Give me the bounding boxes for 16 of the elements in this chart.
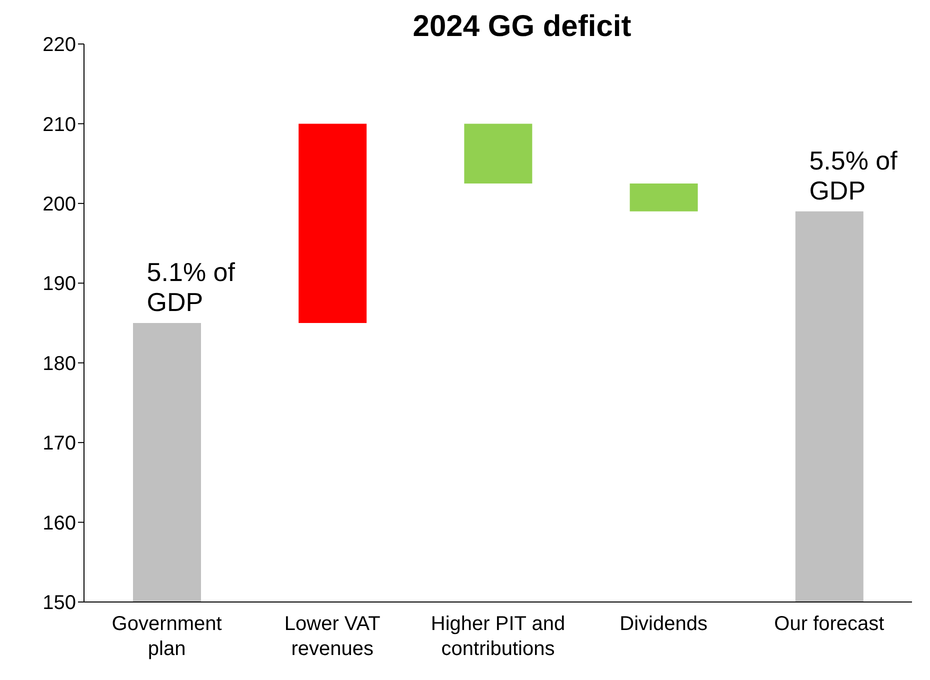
x-tick-label: Lower VAT revenues (284, 613, 380, 660)
annotation: 5.1% of GDP (146, 257, 236, 317)
y-tick-label: 210 (42, 114, 76, 136)
x-tick-label: Government plan (112, 613, 222, 660)
y-tick-label: 170 (42, 432, 76, 455)
x-tick-label: Our forecast (774, 613, 885, 635)
annotation: 5.5% of GDP (809, 145, 898, 206)
y-tick-label: 160 (42, 512, 76, 534)
y-tick-label: 150 (42, 592, 76, 614)
y-tick-label: 180 (42, 352, 76, 375)
y-tick-label: 200 (42, 194, 76, 216)
x-tick-label: Higher PIT and contributions (430, 613, 566, 660)
x-tick-label: Dividends (620, 613, 708, 635)
chart-title: 2024 GG deficit (412, 10, 632, 43)
y-tick-label: 220 (42, 34, 76, 56)
y-tick-label: 190 (42, 273, 76, 296)
